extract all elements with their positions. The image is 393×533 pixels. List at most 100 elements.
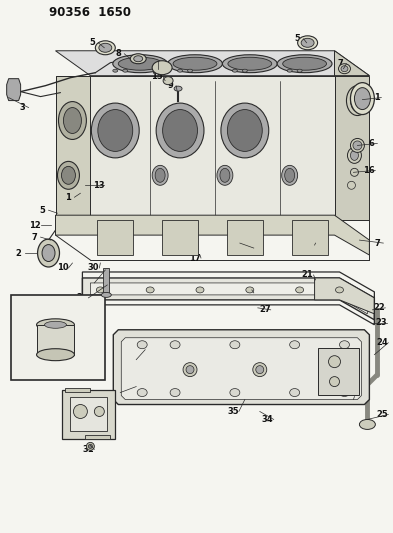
Ellipse shape (44, 321, 66, 328)
Text: 11: 11 (369, 93, 381, 102)
Polygon shape (314, 278, 375, 314)
Text: 5: 5 (90, 38, 95, 47)
Polygon shape (55, 51, 369, 76)
Text: 27: 27 (259, 305, 270, 314)
Text: 1: 1 (66, 193, 72, 202)
Ellipse shape (88, 445, 92, 448)
Ellipse shape (170, 389, 180, 397)
Polygon shape (334, 51, 369, 76)
Ellipse shape (187, 69, 193, 72)
Ellipse shape (283, 57, 327, 70)
Ellipse shape (217, 165, 233, 185)
Text: 9: 9 (167, 81, 173, 90)
Ellipse shape (290, 341, 299, 349)
Ellipse shape (253, 362, 267, 377)
Ellipse shape (222, 55, 277, 72)
Polygon shape (162, 220, 198, 255)
Text: 26: 26 (242, 288, 254, 297)
Ellipse shape (301, 38, 314, 47)
Ellipse shape (64, 108, 81, 133)
Ellipse shape (340, 341, 349, 349)
Ellipse shape (329, 377, 340, 386)
Ellipse shape (37, 319, 74, 331)
Ellipse shape (186, 366, 194, 374)
Ellipse shape (137, 341, 147, 349)
Text: 18: 18 (242, 244, 253, 253)
Ellipse shape (347, 148, 362, 164)
Ellipse shape (351, 168, 358, 176)
Text: 7: 7 (338, 59, 343, 68)
Ellipse shape (38, 239, 59, 267)
Ellipse shape (340, 389, 349, 397)
Polygon shape (334, 76, 369, 220)
Polygon shape (70, 397, 107, 431)
Text: 7: 7 (375, 239, 380, 248)
Text: 32: 32 (125, 382, 136, 391)
Polygon shape (62, 390, 115, 439)
Ellipse shape (230, 389, 240, 397)
Ellipse shape (230, 341, 240, 349)
Ellipse shape (73, 405, 87, 418)
Ellipse shape (113, 55, 167, 72)
Ellipse shape (134, 56, 143, 62)
Text: 5: 5 (295, 34, 301, 43)
Ellipse shape (353, 141, 362, 150)
Text: 19: 19 (18, 295, 30, 304)
Ellipse shape (95, 41, 115, 55)
Ellipse shape (57, 161, 79, 189)
Polygon shape (97, 220, 133, 255)
Polygon shape (37, 325, 74, 354)
Ellipse shape (174, 86, 182, 91)
Polygon shape (83, 278, 375, 320)
Ellipse shape (287, 69, 292, 72)
Ellipse shape (163, 77, 173, 85)
Ellipse shape (61, 166, 75, 184)
Ellipse shape (351, 150, 358, 160)
Ellipse shape (336, 287, 343, 293)
Ellipse shape (94, 407, 104, 416)
Polygon shape (103, 268, 109, 295)
Text: 5: 5 (40, 206, 46, 215)
Ellipse shape (347, 181, 355, 189)
Polygon shape (318, 348, 360, 394)
Text: 34: 34 (262, 415, 274, 424)
Text: 6: 6 (369, 139, 374, 148)
Ellipse shape (277, 55, 332, 72)
Ellipse shape (256, 366, 264, 374)
Ellipse shape (123, 69, 128, 72)
Ellipse shape (155, 168, 165, 182)
Text: 23: 23 (376, 318, 387, 327)
Ellipse shape (99, 43, 112, 52)
Ellipse shape (246, 287, 254, 293)
Ellipse shape (42, 245, 55, 262)
Ellipse shape (338, 64, 351, 74)
Text: REPAIR SLEEVE: REPAIR SLEEVE (26, 369, 85, 376)
Text: 25: 25 (376, 410, 388, 419)
Ellipse shape (101, 293, 111, 297)
Ellipse shape (173, 57, 217, 70)
Ellipse shape (37, 349, 74, 361)
Polygon shape (66, 387, 90, 392)
Ellipse shape (152, 61, 172, 75)
Polygon shape (227, 220, 263, 255)
Text: 12: 12 (29, 221, 40, 230)
Text: 13: 13 (92, 181, 104, 190)
Ellipse shape (92, 103, 139, 158)
Text: 21: 21 (302, 270, 314, 279)
Ellipse shape (290, 389, 299, 397)
Ellipse shape (297, 69, 302, 72)
Ellipse shape (59, 102, 86, 140)
Ellipse shape (341, 66, 348, 72)
Text: 14: 14 (304, 239, 316, 248)
Ellipse shape (152, 165, 168, 185)
Ellipse shape (130, 54, 146, 64)
Polygon shape (292, 220, 327, 255)
Text: 10: 10 (57, 263, 68, 272)
Polygon shape (7, 79, 20, 101)
Polygon shape (55, 76, 90, 220)
Ellipse shape (220, 168, 230, 182)
Ellipse shape (163, 110, 198, 151)
Ellipse shape (178, 69, 183, 72)
Text: 20: 20 (125, 355, 136, 364)
Ellipse shape (232, 69, 237, 72)
